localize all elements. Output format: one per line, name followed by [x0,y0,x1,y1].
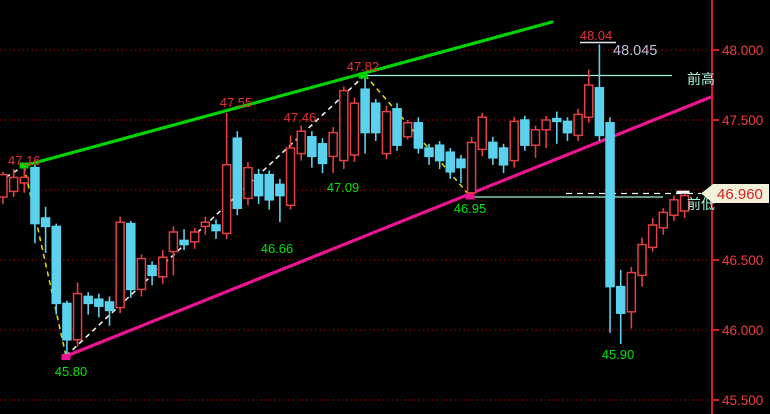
candle-body [285,147,296,207]
candle-body [339,89,349,162]
axis-label-48.000: 48.000 [722,43,763,58]
candle-body [147,264,157,277]
candle-body [573,113,583,137]
candle-body [30,166,40,225]
candle-body [126,222,136,291]
candle-body [221,164,232,235]
candle-body [243,166,253,200]
candle-body [477,116,487,151]
candle-body [488,141,498,159]
candle-body [424,147,434,158]
candle-body [19,176,30,184]
candle-body [307,136,317,158]
candle-body [445,151,456,173]
candle-body [658,211,669,229]
candle-body [0,173,8,198]
candle-body [328,131,338,158]
upper-trendline-green [21,20,554,168]
candle-body [530,129,541,146]
candle-body [264,173,274,201]
candle-body [647,224,658,249]
zigzag-low-marker [465,193,475,200]
candle-body [594,87,605,137]
candle-body [371,102,381,134]
candle-body [637,243,647,277]
price-label-47.55: 47.55 [220,95,253,110]
candle-body [615,285,626,314]
candle-body [434,144,445,162]
candle-body [158,256,168,278]
candle-body [232,137,243,209]
zigzag-low-marker [61,354,71,360]
lower-trendline-magenta [62,95,713,359]
candle-body [466,141,477,194]
candle-body [253,173,264,197]
candle-body [62,302,72,341]
price-label-46.95: 46.95 [454,201,487,216]
price-label-46.66: 46.66 [261,241,294,256]
price-label-47.46: 47.46 [284,110,317,125]
candle-body [40,217,51,228]
candle-body [541,119,551,131]
candle-body [605,122,615,288]
candle-body [349,102,360,156]
candle-body [296,130,306,155]
extreme-high-label: 48.045 [613,43,657,59]
prev-high-label: 前高 [687,71,715,87]
candle-body [413,122,424,149]
candle-body [402,122,413,138]
candle-body [669,199,679,216]
candle-body [626,271,637,313]
candle-body [275,183,285,197]
candle-body [317,143,328,165]
candle-body [552,117,562,123]
candle-body [168,231,179,253]
candle-body [200,221,211,228]
axis-label-46.000: 46.000 [722,323,763,338]
price-label-47.16: 47.16 [8,153,41,168]
price-label-45.90: 45.90 [602,347,635,362]
candle-body [104,301,115,312]
candle-body [381,110,392,155]
candle-body [8,176,19,193]
candle-body [392,108,402,146]
candle-body [115,221,125,309]
zigzag-high-marker [19,162,29,169]
candle-body [509,120,519,162]
candle-body [72,292,83,341]
candle-body [136,257,147,291]
current-price-box [701,184,769,203]
candle-body [562,120,573,134]
price-label-47.82: 47.82 [347,59,380,74]
candle-body [498,147,509,166]
price-label-48.04: 48.04 [580,28,613,43]
candle-body [520,119,530,146]
zigzag-high-marker [358,72,368,79]
price-label-45.80: 45.80 [55,364,88,379]
candle-body [94,298,104,307]
axis-label-47.500: 47.500 [722,113,763,128]
axis-label-45.500: 45.500 [722,393,763,408]
candle-body [456,158,466,169]
candle-body [679,194,690,212]
candle-body [51,225,61,305]
zigzag-segment [23,165,67,357]
candle-body [189,231,200,243]
last-price-tick [676,190,690,194]
candle-body [584,84,594,118]
price-label-47.09: 47.09 [327,180,360,195]
candle-body [179,239,189,246]
candle-body [211,224,221,232]
prev-low-label: 前低 [687,196,715,212]
current-price-value: 46.960 [717,186,763,203]
axis-label-46.500: 46.500 [722,253,763,268]
candle-body [83,295,93,305]
candle-body [360,88,370,134]
